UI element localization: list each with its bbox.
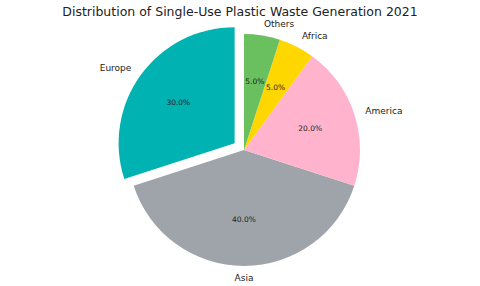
data-label: 5.0%	[266, 83, 285, 92]
chart-container: Distribution of Single-Use Plastic Waste…	[0, 0, 480, 286]
slice-label: America	[365, 106, 402, 116]
slice-label: Asia	[235, 273, 254, 283]
chart-title: Distribution of Single-Use Plastic Waste…	[62, 4, 417, 19]
slice-label: Others	[264, 19, 295, 29]
slice-label: Africa	[302, 31, 328, 41]
data-label: 5.0%	[245, 77, 264, 86]
pie-slice	[119, 27, 235, 179]
data-label: 30.0%	[166, 98, 190, 107]
labels: Europe 30.0% Asia 40.0% America 20.0% Africa 5.…	[100, 19, 403, 283]
pie-chart: Distribution of Single-Use Plastic Waste…	[0, 0, 480, 286]
slices	[119, 27, 360, 266]
data-label: 40.0%	[232, 215, 256, 224]
data-label: 20.0%	[298, 124, 322, 133]
slice-label: Europe	[100, 63, 132, 73]
